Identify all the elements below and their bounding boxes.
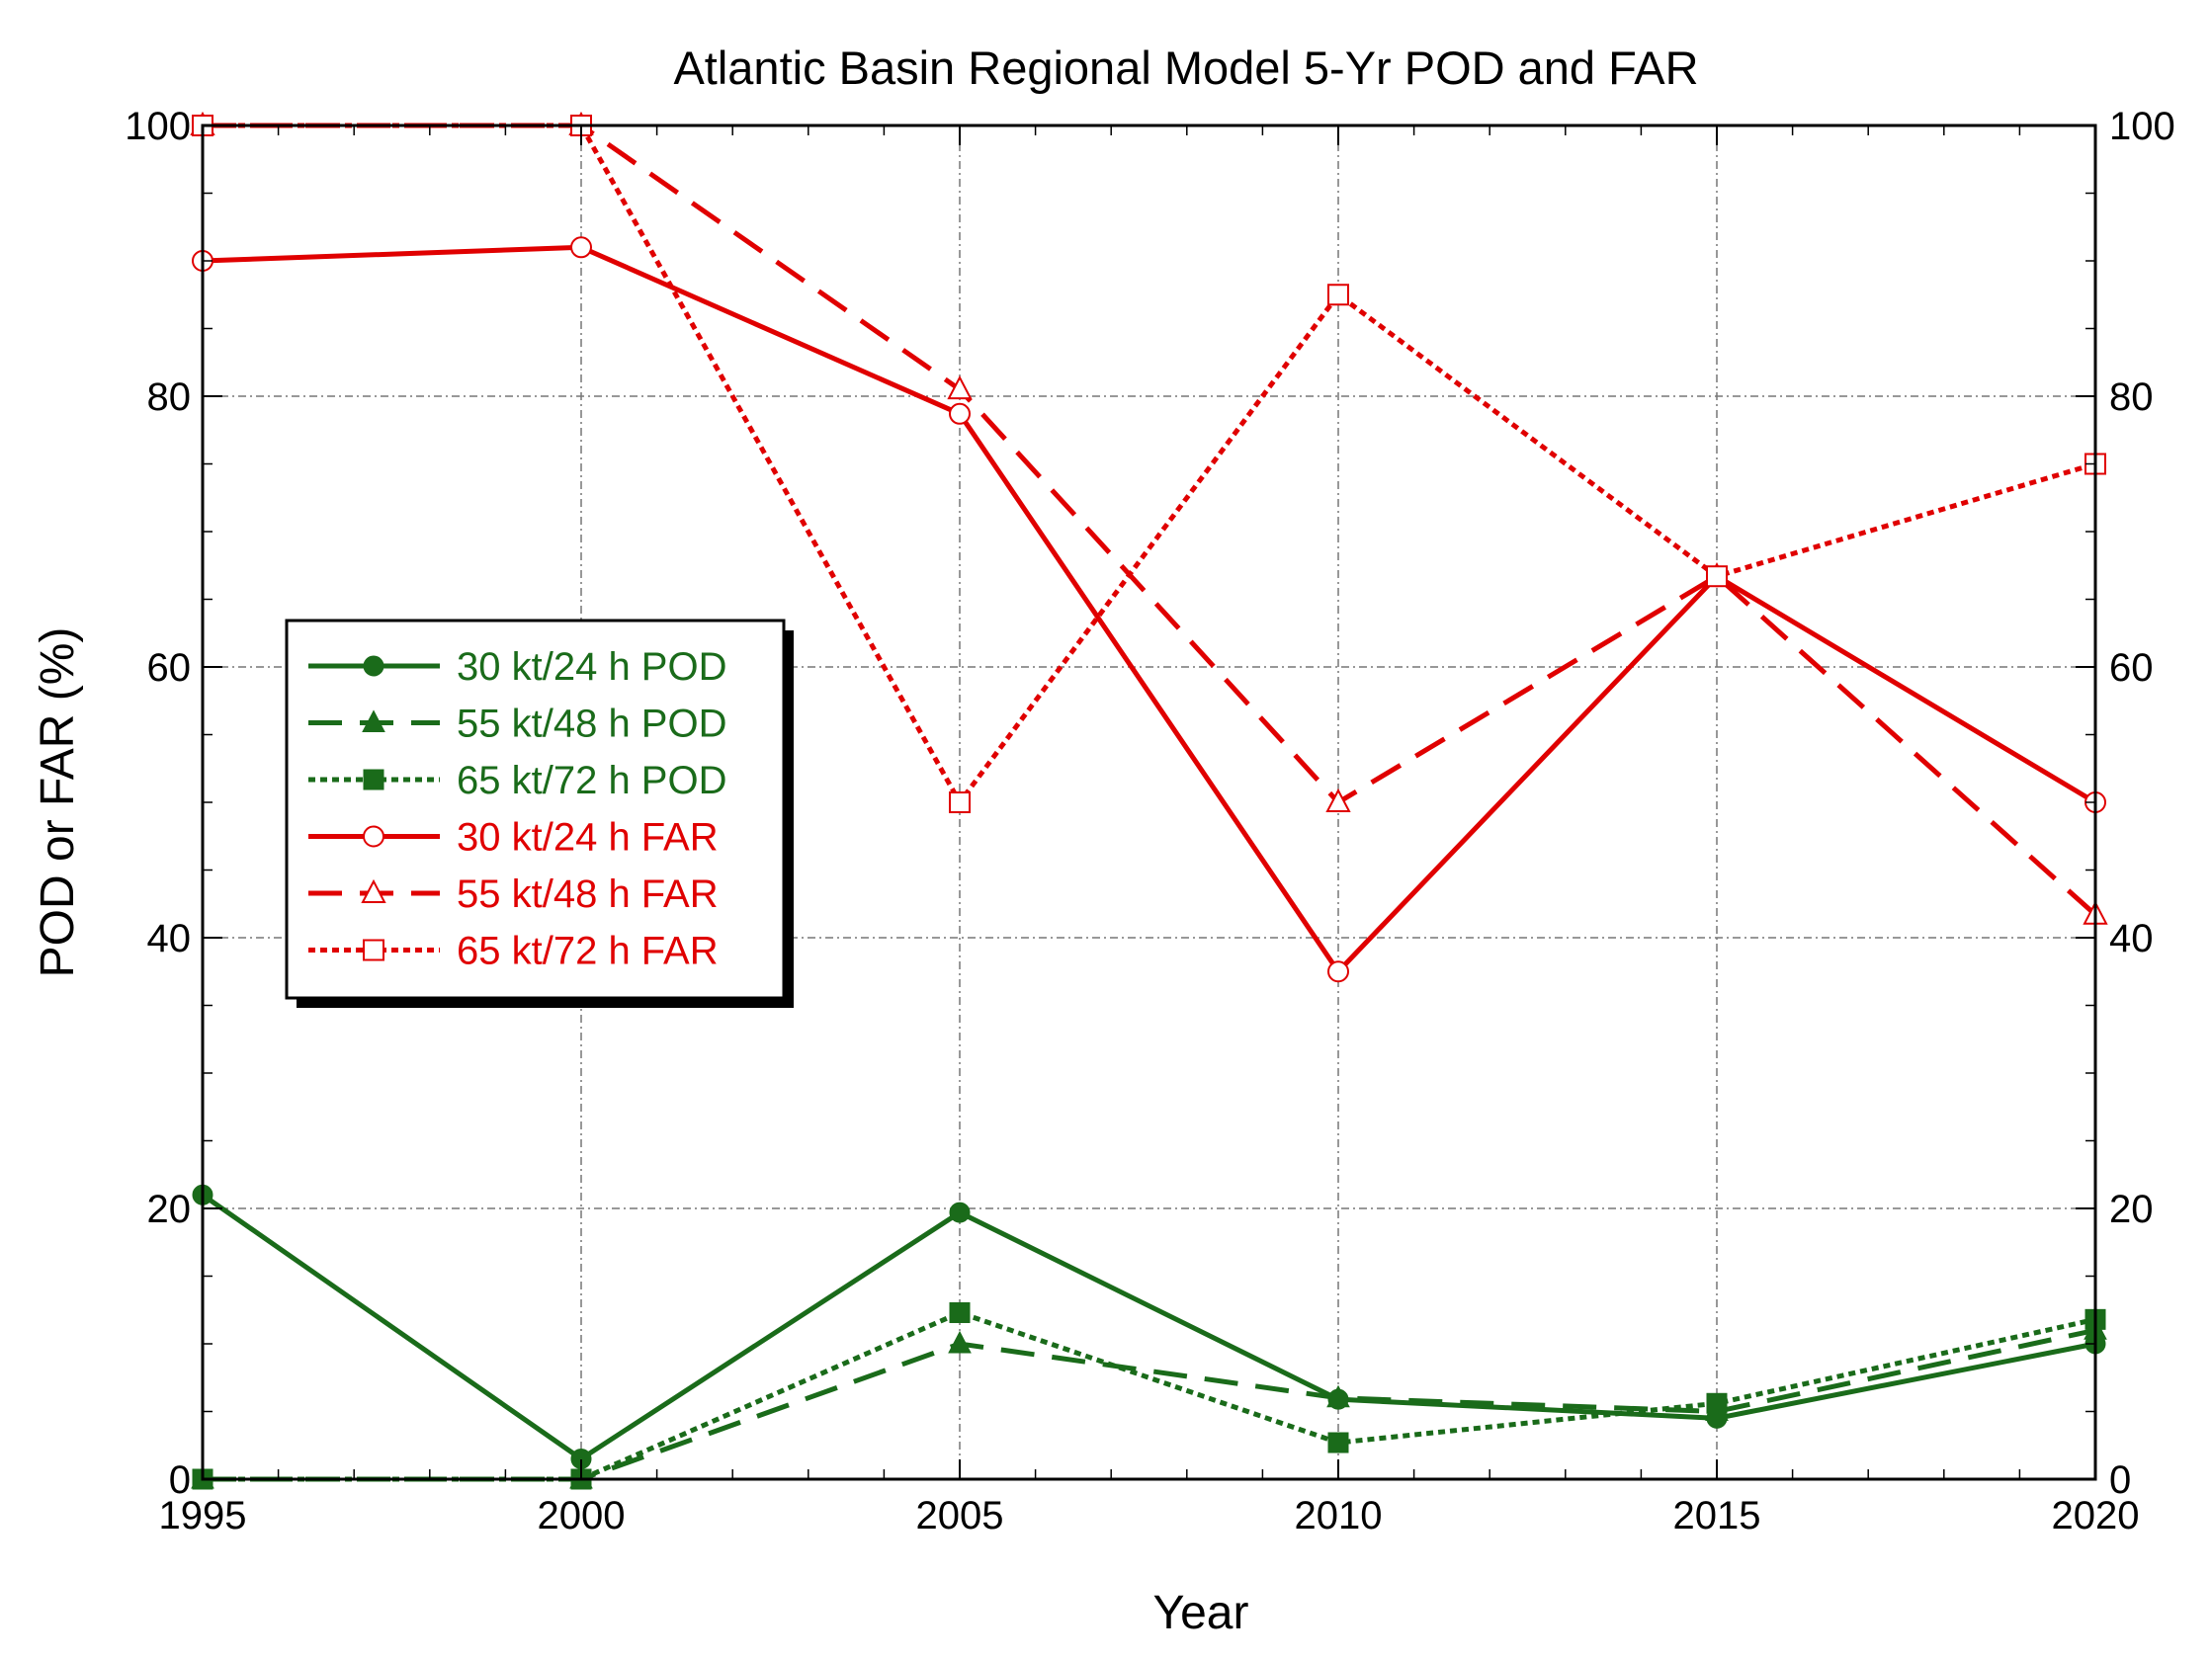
y-tick-label-right: 100 <box>2109 105 2175 148</box>
legend-marker-55-kt-48-h-far <box>361 878 386 903</box>
x-tick-label: 1995 <box>159 1494 247 1537</box>
data-point-30-kt-24-h-far <box>949 402 971 425</box>
data-point-30-kt-24-h-far <box>570 236 592 259</box>
x-tick-label: 2010 <box>1295 1494 1383 1537</box>
legend-label-30-kt-24-h-pod: 30 kt/24 h POD <box>457 645 726 689</box>
series-line-65-kt-72-h-pod <box>203 1309 2096 1482</box>
series-line-30-kt-24-h-pod <box>201 1193 2096 1462</box>
y-tick-label-left: 60 <box>147 646 192 690</box>
data-point-65-kt-72-h-pod <box>949 1301 971 1323</box>
y-tick-label-right: 40 <box>2109 917 2154 960</box>
legend-box <box>285 619 786 1000</box>
legend-label-55-kt-48-h-pod: 55 kt/48 h POD <box>457 703 726 746</box>
data-point-30-kt-24-h-pod <box>949 1202 971 1223</box>
legend-label-30-kt-24-h-far: 30 kt/24 h FAR <box>457 816 719 860</box>
legend-label-65-kt-72-h-pod: 65 kt/72 h POD <box>457 759 726 802</box>
series-line-65-kt-72-h-far <box>203 123 2096 807</box>
data-point-65-kt-72-h-far <box>949 791 971 813</box>
y-tick-label-left: 40 <box>147 917 192 960</box>
data-point-55-kt-48-h-far <box>1325 788 1351 812</box>
legend-label-55-kt-48-h-far: 55 kt/48 h FAR <box>457 872 719 916</box>
legend-marker-65-kt-72-h-far <box>363 939 384 961</box>
x-axis-label: Year <box>1153 1587 1249 1639</box>
series-line-30-kt-24-h-far <box>202 244 2097 976</box>
x-tick-label: 2015 <box>1673 1494 1761 1537</box>
x-tick-label: 2000 <box>538 1494 626 1537</box>
data-point-55-kt-48-h-far <box>947 374 973 400</box>
chart-title: Atlantic Basin Regional Model 5-Yr POD a… <box>673 42 1698 94</box>
legend: 30 kt/24 h POD 55 kt/48 h POD 65 kt/72 h P… <box>285 619 794 1008</box>
data-point-55-kt-48-h-pod <box>1326 1384 1350 1408</box>
data-point-30-kt-24-h-far <box>1327 960 1349 983</box>
y-tick-label-left: 0 <box>169 1458 191 1502</box>
x-tick-label: 2020 <box>2052 1494 2140 1537</box>
y-tick-label-right: 80 <box>2109 375 2154 419</box>
legend-marker-30-kt-24-h-far <box>363 825 384 848</box>
data-point-65-kt-72-h-pod <box>1327 1432 1349 1453</box>
legend-marker-55-kt-48-h-pod <box>362 709 385 732</box>
y-tick-label-left: 20 <box>147 1188 192 1231</box>
y-tick-label-left: 100 <box>125 105 191 148</box>
legend-marker-65-kt-72-h-pod <box>363 769 384 790</box>
data-point-65-kt-72-h-far <box>1327 284 1349 306</box>
y-tick-label-right: 0 <box>2109 1458 2131 1502</box>
data-point-65-kt-72-h-pod <box>1706 1392 1728 1414</box>
legend-label-65-kt-72-h-far: 65 kt/72 h FAR <box>457 930 719 973</box>
data-point-55-kt-48-h-pod <box>948 1330 972 1354</box>
y-axis-label: POD or FAR (%) <box>32 627 84 978</box>
legend-marker-30-kt-24-h-pod <box>363 655 384 677</box>
y-tick-label-left: 80 <box>147 375 192 419</box>
x-tick-label: 2005 <box>916 1494 1004 1537</box>
y-tick-label-right: 60 <box>2109 646 2154 690</box>
y-tick-label-right: 20 <box>2109 1188 2154 1231</box>
data-point-65-kt-72-h-far <box>1706 565 1728 588</box>
